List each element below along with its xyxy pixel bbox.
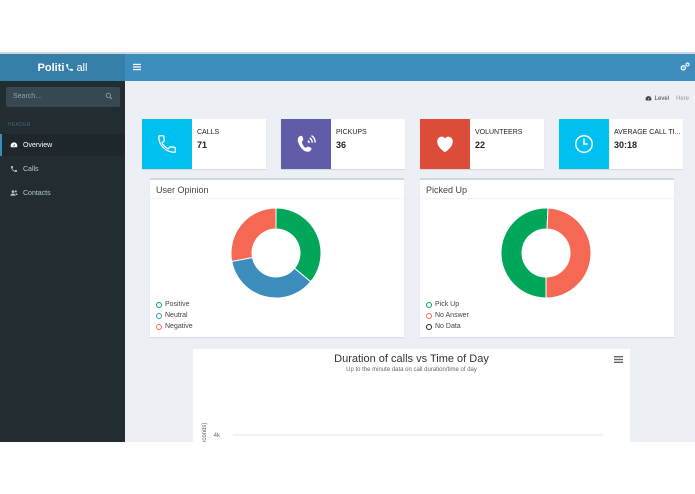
search-icon[interactable] xyxy=(105,92,113,100)
info-box-icon-bg xyxy=(281,119,331,169)
info-box-label: CALLS xyxy=(197,129,220,136)
donut-slice-negative[interactable] xyxy=(230,207,277,263)
legend-dot xyxy=(156,312,162,319)
legend-dot xyxy=(426,312,432,319)
panel-title: User Opinion xyxy=(156,185,209,195)
phone-icon xyxy=(66,64,74,71)
sidebar-header: HEADER xyxy=(8,122,31,128)
info-box-label: AVERAGE CALL TI... xyxy=(614,129,681,136)
chart-subtitle: Up to the minute data on call duration/t… xyxy=(346,367,477,373)
legend-item-positive: Positive xyxy=(156,301,190,308)
search-placeholder: Search... xyxy=(13,93,42,100)
user-opinion-donut-chart xyxy=(230,207,322,299)
top-navbar xyxy=(125,54,695,81)
y-axis-label: (seconds) xyxy=(202,423,208,442)
info-box-label: VOLUNTEERS xyxy=(475,129,523,136)
breadcrumb-here: Here xyxy=(675,95,689,102)
legend-item-neutral: Neutral xyxy=(156,312,188,319)
legend-dot xyxy=(156,301,162,308)
info-box-icon-bg xyxy=(420,119,470,169)
app-window: Politi all Search... HEADER Overview Cal… xyxy=(0,52,695,442)
dashboard-icon xyxy=(645,96,652,101)
legend-label: No Answer xyxy=(435,312,469,319)
panel-title: Picked Up xyxy=(426,185,468,195)
menu-toggle-icon[interactable] xyxy=(133,63,141,71)
info-box-label: PICKUPS xyxy=(336,129,367,136)
dashboard-icon xyxy=(10,142,18,148)
info-box-value: 22 xyxy=(475,140,486,150)
legend-item-pick-up: Pick Up xyxy=(426,301,459,308)
info-box-value: 30:18 xyxy=(614,140,638,150)
legend-item-no-answer: No Answer xyxy=(426,312,469,319)
sidebar-item-label: Overview xyxy=(23,141,53,149)
picked-up-donut-chart xyxy=(500,207,592,299)
legend-label: Positive xyxy=(165,301,190,308)
clock-icon xyxy=(575,135,593,153)
gears-icon[interactable] xyxy=(680,62,690,72)
sidebar-item-contacts[interactable]: Contacts xyxy=(0,182,125,204)
legend-item-no-data: No Data xyxy=(426,323,461,330)
info-box-icon-bg xyxy=(142,119,192,169)
breadcrumb-level[interactable]: Level xyxy=(654,95,669,102)
info-box-value: 36 xyxy=(336,140,347,150)
app-logo[interactable]: Politi all xyxy=(0,54,125,81)
donut-slice-pick-up[interactable] xyxy=(500,207,549,299)
donut-slice-no-answer[interactable] xyxy=(545,207,592,299)
sidebar-item-label: Calls xyxy=(23,165,39,173)
legend-dot xyxy=(426,323,432,330)
donut-slice-positive[interactable] xyxy=(275,207,322,283)
legend-label: Neutral xyxy=(165,312,188,319)
users-icon xyxy=(10,190,18,196)
info-box-icon-bg xyxy=(559,119,609,169)
logo-text-light: all xyxy=(76,61,88,74)
legend-dot xyxy=(156,323,162,330)
panel-divider xyxy=(150,198,404,199)
picked-up-panel: Picked Up Pick Up No Answer No Data xyxy=(420,178,674,337)
legend-label: Pick Up xyxy=(435,301,460,308)
panel-divider xyxy=(420,198,674,199)
duration-scatter-chart: 4k3k(seconds)NeutralPositiveNegative xyxy=(202,423,603,442)
sidebar-item-calls[interactable]: Calls xyxy=(0,158,125,180)
sidebar-item-label: Contacts xyxy=(23,189,51,197)
y-tick-label: 4k xyxy=(214,433,221,439)
duration-chart-panel: 4k3k(seconds)NeutralPositiveNegative Dur… xyxy=(193,349,630,442)
info-box-average-call-time: AVERAGE CALL TI... 30:18 xyxy=(559,119,683,169)
phone-ringing-icon xyxy=(297,134,316,152)
legend-label: No Data xyxy=(435,323,461,330)
heart-icon xyxy=(437,136,453,153)
info-box-pickups: PICKUPS 36 xyxy=(281,119,405,169)
sidebar-search-input[interactable]: Search... xyxy=(6,87,120,107)
legend-item-negative: Negative xyxy=(156,323,193,330)
legend-label: Negative xyxy=(165,323,193,330)
logo-text-bold: Politi xyxy=(37,61,65,74)
info-box-value: 71 xyxy=(197,140,208,150)
info-box-calls: CALLS 71 xyxy=(142,119,266,169)
sidebar: Politi all Search... HEADER Overview Cal… xyxy=(0,54,125,442)
chart-title: Duration of calls vs Time of Day xyxy=(334,353,489,365)
donut-slice-neutral[interactable] xyxy=(231,256,312,299)
sidebar-item-overview[interactable]: Overview xyxy=(0,134,125,156)
phone-icon xyxy=(158,135,176,153)
phone-icon xyxy=(11,166,17,172)
user-opinion-panel: User Opinion Positive Neutral Negative xyxy=(150,178,404,337)
info-box-volunteers: VOLUNTEERS 22 xyxy=(420,119,544,169)
chart-menu-icon[interactable] xyxy=(614,356,623,363)
breadcrumb: Level Here xyxy=(645,95,689,102)
legend-dot xyxy=(426,301,432,308)
